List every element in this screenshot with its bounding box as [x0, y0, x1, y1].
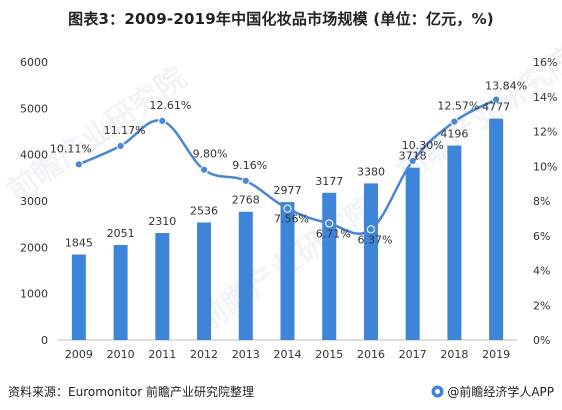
line-value-label: 13.84%: [485, 80, 527, 93]
line-point: [116, 141, 125, 151]
x-tick-label: 2014: [274, 348, 302, 361]
line-value-label: 6.37%: [357, 233, 392, 246]
bar: [322, 192, 337, 340]
line-value-label: 11.17%: [104, 124, 146, 137]
x-tick-label: 2017: [399, 348, 427, 361]
bar: [71, 254, 86, 340]
bar-value-label: 3718: [399, 150, 427, 163]
line-point: [241, 176, 250, 185]
line-value-label: 9.16%: [232, 159, 267, 172]
x-tick-label: 2015: [315, 348, 343, 361]
bar: [405, 167, 420, 340]
bar: [363, 183, 378, 340]
y-left-tick-label: 5000: [20, 102, 48, 115]
bar-value-label: 3177: [315, 175, 343, 188]
line-point: [450, 117, 459, 126]
y-right-tick-label: 4%: [533, 265, 550, 278]
bar-value-label: 4196: [440, 128, 468, 141]
line-value-label: 7.56%: [274, 213, 309, 226]
bar: [489, 118, 504, 340]
x-tick-label: 2011: [148, 348, 176, 361]
brand-credit: @前瞻经济学人APP: [431, 383, 554, 400]
bar-value-label: 2051: [107, 227, 135, 240]
y-right-tick-label: 12%: [533, 126, 557, 139]
y-right-tick-label: 2%: [533, 299, 550, 312]
x-tick-label: 2018: [440, 348, 468, 361]
line-point: [366, 225, 376, 234]
brand-label: @前瞻经济学人APP: [447, 385, 554, 399]
line-value-label: 9.80%: [193, 148, 228, 161]
bar: [447, 145, 462, 340]
y-left-tick-label: 3000: [20, 195, 48, 208]
line-value-label: 10.11%: [50, 142, 92, 155]
line-value-label: 10.30%: [402, 139, 444, 152]
line-point: [74, 160, 83, 169]
x-tick-label: 2009: [65, 348, 93, 361]
y-right-tick-label: 6%: [533, 230, 550, 243]
y-right-tick-label: 8%: [533, 195, 550, 208]
bar: [197, 222, 212, 340]
bar: [113, 244, 128, 340]
line-value-label: 12.61%: [149, 99, 191, 112]
x-tick-label: 2016: [357, 348, 385, 361]
bar-value-label: 2977: [274, 184, 302, 197]
bar: [280, 202, 295, 340]
x-tick-label: 2010: [107, 348, 135, 361]
x-tick-label: 2019: [482, 348, 510, 361]
y-left-tick-label: 2000: [20, 241, 48, 254]
y-right-tick-label: 16%: [533, 56, 557, 69]
line-point: [408, 156, 417, 166]
line-value-label: 6.71%: [316, 227, 351, 240]
combo-chart: 0 1000 2000 3000 4000 5000 6000 0% 2% 4% 6% 8% 10% 12…: [20, 56, 557, 361]
line-point: [492, 95, 501, 104]
y-right-tick-label: 0%: [533, 334, 550, 347]
bar: [238, 211, 253, 340]
x-tick-label: 2012: [190, 348, 218, 361]
bar: [155, 232, 170, 340]
bar-value-label: 2310: [148, 215, 176, 228]
bar-value-label: 3380: [357, 165, 385, 178]
bar-value-label: 1845: [65, 237, 93, 250]
x-tick-label: 2013: [232, 348, 260, 361]
y-right-tick-label: 14%: [533, 91, 557, 104]
y-left-tick-label: 1000: [20, 288, 48, 301]
y-left-tick-label: 4000: [20, 149, 48, 162]
y-left-tick-label: 0: [41, 334, 48, 347]
line-point: [199, 165, 209, 174]
bar-value-label: 2536: [190, 204, 218, 217]
source-note: 资料来源：Euromonitor 前瞻产业研究院整理: [8, 385, 254, 399]
chart-title: 图表3：2009-2019年中国化妆品市场规模 (单位：亿元，%): [68, 10, 494, 28]
y-right-tick-label: 10%: [533, 160, 557, 173]
line-value-label: 12.57%: [437, 100, 479, 113]
y-left-tick-label: 6000: [20, 56, 48, 69]
bar-value-label: 4777: [482, 101, 510, 114]
line-point: [283, 204, 292, 213]
bar-value-label: 2768: [232, 194, 260, 207]
line-point: [325, 219, 334, 228]
line-point: [158, 116, 167, 126]
brand-logo-icon: [431, 385, 444, 398]
